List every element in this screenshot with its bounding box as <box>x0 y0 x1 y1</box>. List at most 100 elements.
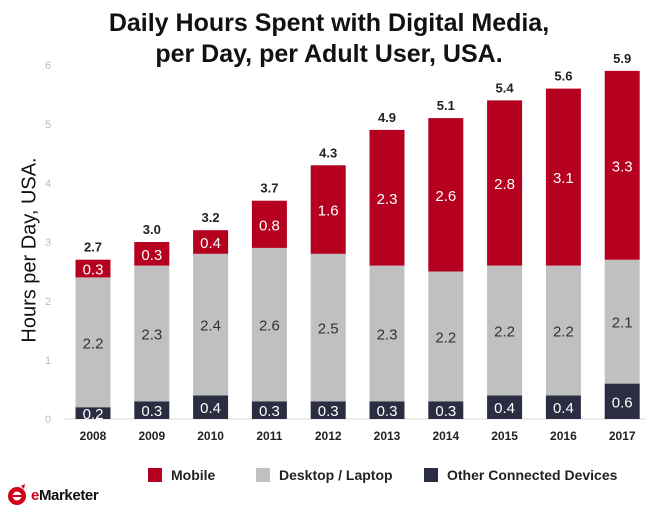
total-label: 3.0 <box>143 222 161 237</box>
data-label-desktop: 2.2 <box>494 324 515 341</box>
data-label-other-devices: 0.2 <box>83 406 104 423</box>
bar-segment-other-devices <box>487 395 523 419</box>
data-label-desktop: 2.2 <box>83 335 104 352</box>
bar-segment-mobile <box>134 242 170 266</box>
x-tick-label: 2014 <box>432 429 459 443</box>
legend-label-desktop: Desktop / Laptop <box>279 467 393 483</box>
legend-swatch-desktop <box>256 468 270 482</box>
bar-segment-mobile <box>193 230 229 254</box>
data-label-mobile: 3.1 <box>553 170 574 187</box>
data-label-mobile: 0.3 <box>83 262 104 279</box>
bar-segment-mobile <box>310 165 346 254</box>
data-label-mobile: 0.3 <box>141 247 162 264</box>
bar-segment-desktop <box>251 247 287 402</box>
y-tick-label: 1 <box>45 355 51 367</box>
data-label-desktop: 2.2 <box>435 329 456 346</box>
emarketer-logo: eMarketer <box>6 484 99 506</box>
emarketer-logo-icon <box>8 484 26 505</box>
x-tick-label: 2012 <box>315 429 342 443</box>
x-tick-label: 2009 <box>138 429 165 443</box>
y-tick-label: 2 <box>45 296 51 308</box>
x-tick-label: 2016 <box>550 429 577 443</box>
data-label-mobile: 2.8 <box>494 176 515 193</box>
data-label-other-devices: 0.3 <box>141 403 162 420</box>
total-label: 5.1 <box>437 98 455 113</box>
chart-title: Daily Hours Spent with Digital Media, pe… <box>0 8 658 70</box>
legend-swatch-other-devices <box>424 468 438 482</box>
legend-item-desktop: Desktop / Laptop <box>256 467 393 483</box>
legend-item-other-devices: Other Connected Devices <box>424 467 617 483</box>
bar-segment-desktop <box>134 265 170 402</box>
data-label-desktop: 2.2 <box>553 324 574 341</box>
legend-item-mobile: Mobile <box>148 467 215 483</box>
data-label-desktop: 2.4 <box>200 318 221 335</box>
data-label-desktop: 2.6 <box>259 318 280 335</box>
bar-segment-mobile <box>487 100 523 266</box>
x-tick-label: 2013 <box>374 429 401 443</box>
emarketer-logo-text-rest: Marketer <box>38 486 99 504</box>
stacked-bar-chart: 0 1 2 3 4 5 6 0.2 2.2 0.3 2.7 2008 0.3 2.3 0.3 3.0 2009 0… <box>45 51 646 443</box>
x-tick-label: 2015 <box>491 429 518 443</box>
bar-segment-other-devices <box>134 401 170 419</box>
total-label: 5.4 <box>496 80 515 95</box>
y-tick-label: 5 <box>45 119 51 131</box>
x-tick-label: 2010 <box>197 429 224 443</box>
data-label-other-devices: 0.4 <box>494 400 515 417</box>
x-tick-label: 2017 <box>609 429 636 443</box>
data-label-desktop: 2.1 <box>612 315 633 332</box>
y-tick-label: 4 <box>45 178 51 190</box>
bar-segment-desktop <box>604 259 640 384</box>
x-tick-label: 2011 <box>256 429 282 443</box>
bar-segment-mobile <box>251 200 287 248</box>
total-label: 4.9 <box>378 110 396 125</box>
bar-segment-desktop <box>310 253 346 402</box>
bar-segment-desktop <box>487 265 523 396</box>
data-label-mobile: 0.4 <box>200 235 221 252</box>
data-label-other-devices: 0.3 <box>435 403 456 420</box>
bar-segment-desktop <box>75 277 111 408</box>
bar-segment-desktop <box>545 265 581 396</box>
bar-segment-mobile <box>75 259 111 278</box>
emarketer-logo-text-e: e <box>31 486 39 504</box>
chart-title-line-1: Daily Hours Spent with Digital Media, <box>108 9 550 37</box>
x-tick-label: 2008 <box>80 429 107 443</box>
bar-segment-other-devices <box>75 407 111 419</box>
chart-title-line-2: per Day, per Adult User, USA. <box>155 40 503 68</box>
bar-segment-other-devices <box>310 401 346 419</box>
bar-segment-other-devices <box>369 401 405 419</box>
emarketer-logo-text: eMarketer <box>31 486 99 504</box>
data-label-mobile: 3.3 <box>612 158 633 175</box>
legend-label-other-devices: Other Connected Devices <box>447 467 618 483</box>
data-label-other-devices: 0.3 <box>318 403 339 420</box>
bar-segment-desktop <box>428 271 464 402</box>
legend-label-mobile: Mobile <box>171 467 216 483</box>
total-label: 5.9 <box>613 51 631 66</box>
total-label: 5.6 <box>554 69 572 84</box>
bar-segment-desktop <box>369 265 405 402</box>
data-label-other-devices: 0.4 <box>553 400 574 417</box>
data-label-mobile: 2.6 <box>435 188 456 205</box>
total-label: 2.7 <box>84 240 102 255</box>
y-tick-label: 6 <box>45 60 51 72</box>
bar-segment-desktop <box>193 253 229 396</box>
y-tick-label: 0 <box>45 414 51 426</box>
total-label: 3.7 <box>260 181 278 196</box>
bar-segment-other-devices <box>193 395 229 419</box>
bar-segment-mobile <box>428 118 464 272</box>
data-label-desktop: 2.3 <box>141 326 162 343</box>
data-label-other-devices: 0.4 <box>200 400 221 417</box>
data-label-desktop: 2.5 <box>318 321 339 338</box>
bar-segment-mobile <box>369 129 405 266</box>
data-label-mobile: 2.3 <box>377 191 398 208</box>
bar-segment-other-devices <box>251 401 287 419</box>
bar-segment-mobile <box>604 70 640 260</box>
data-label-mobile: 0.8 <box>259 217 280 234</box>
data-label-desktop: 2.3 <box>377 326 398 343</box>
bar-segment-other-devices <box>604 383 640 419</box>
data-label-mobile: 1.6 <box>318 203 339 220</box>
data-label-other-devices: 0.6 <box>612 394 633 411</box>
total-label: 4.3 <box>319 145 337 160</box>
data-label-other-devices: 0.3 <box>377 403 398 420</box>
legend-swatch-mobile <box>148 468 162 482</box>
bar-segment-mobile <box>545 88 581 266</box>
